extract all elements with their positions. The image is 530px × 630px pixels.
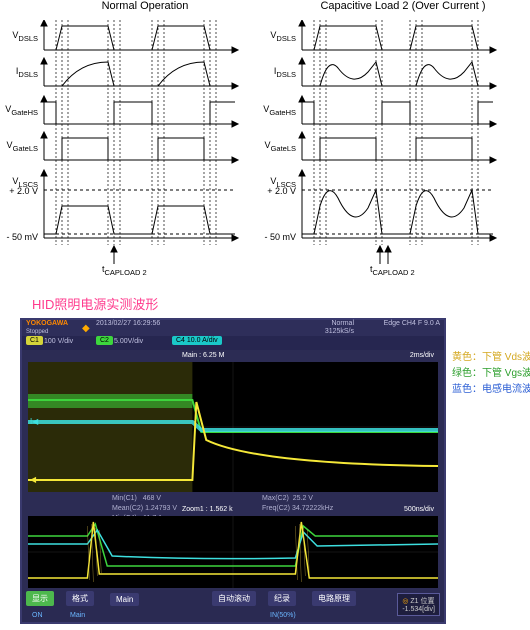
photo-section-title: HID照明电源实测波形: [32, 294, 158, 313]
diagram-svg-right: [298, 20, 508, 268]
legend-blue: 蓝色：电感电流波形: [452, 382, 530, 398]
label-vgatehs-r: VGateHS: [262, 104, 296, 117]
scope-header: YOKOGAWA Stopped ◆ 2013/02/27 16:29:56 N…: [22, 320, 444, 336]
label-vgatehs: VGateHS: [4, 104, 38, 117]
diagram-title-right: Capacitive Load 2 (Over Current ): [298, 0, 508, 14]
scope-bottom-bar: 显示 格式 Main 自动滚动 纪录 电路原理 ON Main IN(50%) …: [22, 590, 444, 622]
scope-hdr-edge: Edge CH4 F 9.0 A: [384, 320, 440, 327]
oscilloscope-screenshot: YOKOGAWA Stopped ◆ 2013/02/27 16:29:56 N…: [20, 318, 446, 624]
scope-c1-badge: C1: [26, 336, 43, 345]
diagram-svg-left: [40, 20, 250, 268]
legend-yellow: 黄色：下管 Vds波形: [452, 350, 530, 366]
legend-green: 绿色：下管 Vgs波形: [452, 366, 530, 382]
scope-sub-in50: IN(50%): [270, 612, 296, 619]
scope-c4-badge: C4 10.0 A/div: [172, 336, 222, 345]
label-vdsls-r: VDSLS: [262, 30, 296, 43]
label-vdsls: VDSLS: [4, 30, 38, 43]
signals-left: VDSLS IDSLS VGateHS VGateLS VLSCS + 2.0 …: [40, 20, 250, 268]
label-vgatels-r: VGateLS: [262, 140, 296, 153]
scope-btn-autoscroll[interactable]: 自动滚动: [212, 591, 256, 606]
scope-zoom-label: Zoom1 : 1.562 k: [182, 506, 233, 513]
t-label-right: tCAPLOAD 2: [370, 264, 415, 277]
scope-position-badge: ◎ Z1 位置 -1.534[div]: [397, 593, 440, 616]
label-vlscs-lo-r: - 50 mV: [262, 232, 296, 242]
label-vlscs-hi-r: + 2.0 V: [262, 186, 296, 196]
scope-stats-right: Max(C2) 25.2 V Freq(C2) 34.72222kHz: [262, 494, 333, 514]
timing-diagrams-section: Normal Operation VDSLS IDSLS VGateHS VGa…: [0, 0, 530, 284]
scope-sub-main: Main: [70, 612, 85, 619]
label-vgatels: VGateLS: [4, 140, 38, 153]
label-vlscs-lo: - 50 mV: [4, 232, 38, 242]
scope-btn-display[interactable]: 显示: [26, 591, 54, 606]
label-idsls: IDSLS: [4, 66, 38, 79]
diamond-icon: ◆: [82, 323, 90, 334]
scope-stopped: Stopped: [26, 329, 48, 335]
scope-upper-waveform: I◀ ◀: [28, 362, 438, 492]
scope-btn-format[interactable]: 格式: [66, 591, 94, 606]
diagram-title-left: Normal Operation: [40, 0, 250, 14]
scope-hdr-normal: Normal: [331, 320, 354, 327]
scope-btn-circuit[interactable]: 电路原理: [312, 591, 356, 606]
scope-lower-waveform: [28, 516, 438, 588]
scope-btn-record[interactable]: 纪录: [268, 591, 296, 606]
diagram-normal-operation: Normal Operation VDSLS IDSLS VGateHS VGa…: [40, 0, 250, 268]
t-label-left: tCAPLOAD 2: [102, 264, 147, 277]
scope-controls: C1 100 V/div C2 5.00V/div C4 10.0 A/div: [22, 336, 444, 350]
scope-hdr-rate: 3125kS/s: [325, 328, 354, 335]
scope-main-label: Main : 6.25 M: [182, 352, 224, 359]
diagram-capacitive-load: Capacitive Load 2 (Over Current ) VDSLS …: [298, 0, 508, 268]
signals-right: VDSLS IDSLS VGateHS VGateLS VLSCS + 2.0 …: [298, 20, 508, 268]
scope-zoom-timebase: 500ns/div: [404, 506, 434, 513]
scope-timestamp: 2013/02/27 16:29:56: [96, 320, 160, 327]
scope-c1-div: 100 V/div: [44, 338, 73, 345]
label-vlscs-hi: + 2.0 V: [4, 186, 38, 196]
scope-c2-badge: C2: [96, 336, 113, 345]
scope-btn-main[interactable]: Main: [110, 593, 139, 606]
scope-main-timebase: 2ms/div: [410, 352, 434, 359]
scope-sub-on: ON: [32, 612, 43, 619]
svg-text:◀: ◀: [30, 475, 37, 484]
waveform-legend: 黄色：下管 Vds波形 绿色：下管 Vgs波形 蓝色：电感电流波形: [452, 350, 530, 398]
svg-text:I◀: I◀: [30, 417, 39, 426]
scope-c2-div: 5.00V/div: [114, 338, 143, 345]
scope-brand: YOKOGAWA: [26, 320, 68, 327]
label-idsls-r: IDSLS: [262, 66, 296, 79]
